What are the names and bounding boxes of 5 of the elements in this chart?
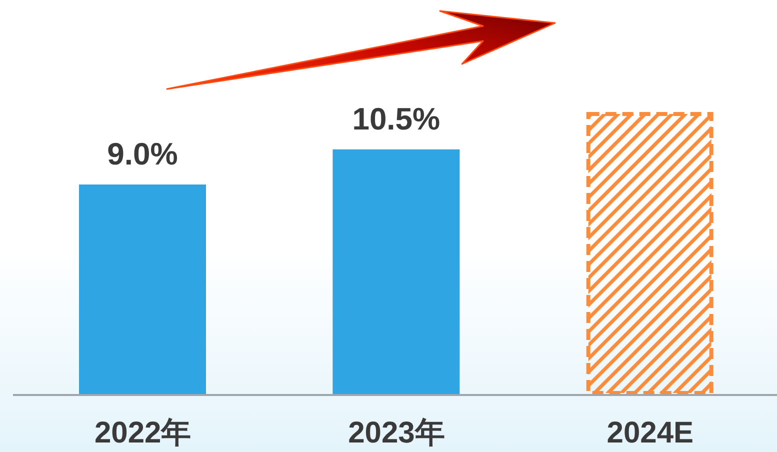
x-tick-label: 2022年 xyxy=(94,416,192,450)
x-tick-label: 2024E xyxy=(606,416,694,450)
data-label: 10.5% xyxy=(352,101,440,136)
data-label: 9.0% xyxy=(107,136,178,172)
x-tick-label: 2023年 xyxy=(348,416,445,450)
